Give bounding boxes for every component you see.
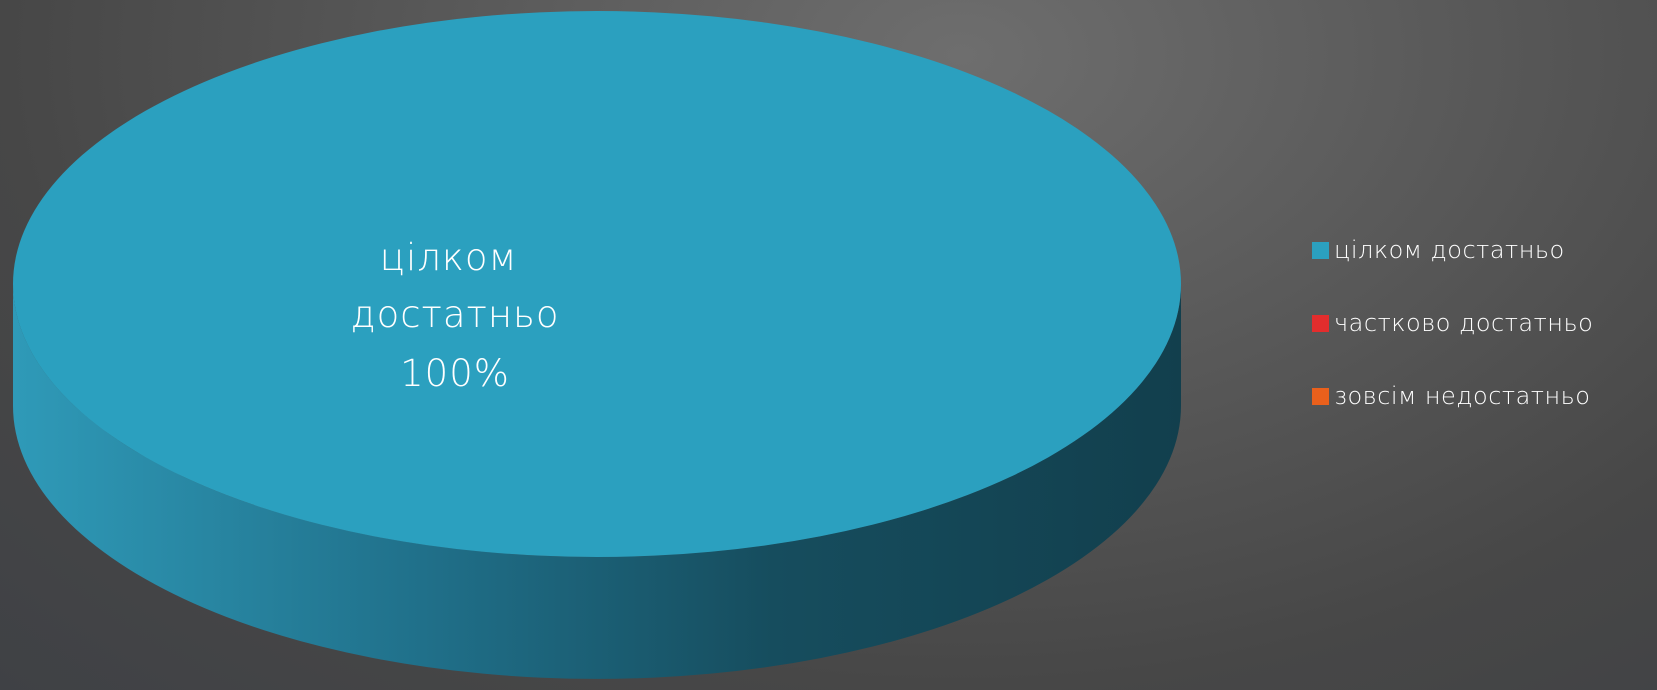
legend-label: зовсім недостатньо [1334,382,1591,410]
legend-item-zovsim-nedostatno: зовсім недостатньо [1312,382,1652,410]
legend-swatch-icon [1312,314,1329,332]
legend-label: частково достатньо [1334,309,1594,337]
pie-slice-tsilkom-dostatno [13,11,1181,557]
pie-slice-side-tsilkom-dostatno [13,284,1181,679]
data-label-line-1: цілком [380,236,518,279]
legend-swatch-icon [1312,387,1329,405]
chart-legend: цілком достатньо частково достатньо зовс… [1312,236,1652,455]
data-label-line-2: достатньо [351,293,560,336]
data-label-category: цілком достатньо [351,236,560,336]
legend-item-tsilkom-dostatno: цілком достатньо [1312,236,1652,264]
legend-label: цілком достатньо [1334,236,1565,264]
legend-swatch-icon [1312,241,1329,259]
data-label-value: 100% [400,352,510,395]
legend-item-chastkovo-dostatno: частково достатньо [1312,309,1652,337]
